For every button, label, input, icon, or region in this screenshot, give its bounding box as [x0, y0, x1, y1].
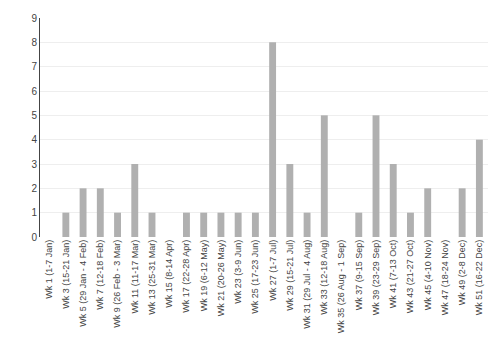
- svg-text:Wk 21 (20-26 May): Wk 21 (20-26 May): [216, 240, 226, 317]
- svg-text:Wk 17 (22-28 Apr): Wk 17 (22-28 Apr): [181, 240, 191, 313]
- svg-text:0: 0: [31, 232, 37, 243]
- svg-text:Wk 25 (17-23 Jun): Wk 25 (17-23 Jun): [250, 240, 260, 314]
- svg-text:Wk 7 (12-18 Feb): Wk 7 (12-18 Feb): [95, 240, 105, 310]
- svg-text:Wk 1 (1-7 Jan): Wk 1 (1-7 Jan): [44, 240, 54, 299]
- svg-text:Wk 27 (1-7 Jul): Wk 27 (1-7 Jul): [268, 240, 278, 301]
- svg-text:Wk 19 (6-12 May): Wk 19 (6-12 May): [199, 240, 209, 312]
- svg-text:Wk 35 (26 Aug - 1 Sep): Wk 35 (26 Aug - 1 Sep): [336, 240, 346, 334]
- svg-text:Wk 47 (18-24 Nov): Wk 47 (18-24 Nov): [440, 240, 450, 316]
- svg-text:Wk 3 (15-21 Jan): Wk 3 (15-21 Jan): [61, 240, 71, 309]
- svg-text:3: 3: [31, 159, 37, 170]
- svg-text:1: 1: [31, 207, 37, 218]
- svg-text:7: 7: [31, 61, 37, 72]
- svg-text:Wk 29 (15-21 Jul): Wk 29 (15-21 Jul): [285, 240, 295, 311]
- svg-text:Wk 9 (26 Feb - 3 Mar): Wk 9 (26 Feb - 3 Mar): [112, 240, 122, 328]
- svg-text:Wk 41 (7-13 Oct): Wk 41 (7-13 Oct): [388, 240, 398, 309]
- svg-text:Wk 45 (4-10 Nov): Wk 45 (4-10 Nov): [423, 240, 433, 311]
- svg-text:Wk 39 (23-29 Sep): Wk 39 (23-29 Sep): [371, 240, 381, 316]
- svg-text:Wk 23 (3-9 Jun): Wk 23 (3-9 Jun): [233, 240, 243, 304]
- svg-text:Wk 49 (2-8 Dec): Wk 49 (2-8 Dec): [457, 240, 467, 306]
- svg-text:2: 2: [31, 183, 37, 194]
- svg-text:Wk 15 (8-14 Apr): Wk 15 (8-14 Apr): [164, 240, 174, 308]
- svg-text:Wk 37 (9-15 Sep): Wk 37 (9-15 Sep): [354, 240, 364, 311]
- svg-text:4: 4: [31, 134, 37, 145]
- svg-text:Wk 31 (29 Jul - 4 Aug): Wk 31 (29 Jul - 4 Aug): [302, 240, 312, 329]
- svg-text:Wk 33 (12-18 Aug): Wk 33 (12-18 Aug): [319, 240, 329, 315]
- svg-text:Wk 51 (16-22 Dec): Wk 51 (16-22 Dec): [474, 240, 484, 316]
- svg-text:5: 5: [31, 110, 37, 121]
- svg-text:9: 9: [31, 13, 37, 24]
- svg-text:8: 8: [31, 37, 37, 48]
- svg-text:Wk 43 (21-27 Oct): Wk 43 (21-27 Oct): [405, 240, 415, 314]
- svg-text:6: 6: [31, 86, 37, 97]
- svg-text:Wk 13 (25-31 Mar): Wk 13 (25-31 Mar): [147, 240, 157, 315]
- svg-text:Wk 5 (29 Jan - 4 Feb): Wk 5 (29 Jan - 4 Feb): [78, 240, 88, 327]
- svg-text:Wk 11 (11-17 Mar): Wk 11 (11-17 Mar): [130, 240, 140, 314]
